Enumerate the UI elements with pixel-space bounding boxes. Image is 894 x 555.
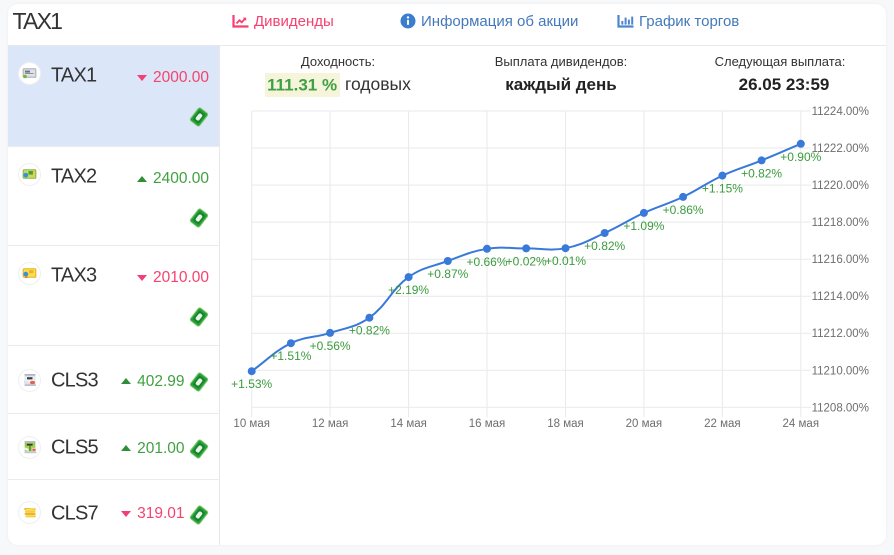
svg-text:11216.00%: 11216.00% — [812, 254, 869, 266]
svg-text:+1.15%: +1.15% — [702, 182, 743, 196]
svg-text:+0.02%: +0.02% — [506, 254, 547, 268]
svg-text:+0.66%: +0.66% — [466, 255, 507, 269]
svg-text:+0.82%: +0.82% — [349, 324, 390, 338]
svg-text:+1.53%: +1.53% — [231, 377, 272, 391]
svg-text:11214.00%: 11214.00% — [812, 291, 869, 303]
svg-text:22 мая: 22 мая — [704, 418, 741, 430]
svg-text:10 мая: 10 мая — [233, 418, 270, 430]
svg-text:24 мая: 24 мая — [783, 418, 820, 430]
svg-text:+1.51%: +1.51% — [270, 349, 311, 363]
svg-text:11212.00%: 11212.00% — [812, 328, 869, 340]
svg-text:+1.09%: +1.09% — [623, 219, 664, 233]
svg-text:20 мая: 20 мая — [626, 418, 663, 430]
svg-text:11222.00%: 11222.00% — [812, 143, 869, 155]
svg-text:+2.19%: +2.19% — [388, 283, 429, 297]
svg-text:11218.00%: 11218.00% — [812, 217, 869, 229]
svg-text:+0.82%: +0.82% — [741, 166, 782, 180]
svg-text:+0.87%: +0.87% — [427, 267, 468, 281]
svg-text:11224.00%: 11224.00% — [812, 106, 869, 118]
svg-text:+0.56%: +0.56% — [310, 339, 351, 353]
svg-text:16 мая: 16 мая — [469, 418, 506, 430]
svg-text:+0.01%: +0.01% — [545, 254, 586, 268]
svg-text:11210.00%: 11210.00% — [812, 365, 869, 377]
svg-text:+0.90%: +0.90% — [780, 150, 821, 164]
svg-text:18 мая: 18 мая — [547, 418, 584, 430]
svg-text:11220.00%: 11220.00% — [812, 180, 869, 192]
svg-text:12 мая: 12 мая — [312, 418, 349, 430]
svg-text:+0.86%: +0.86% — [663, 203, 704, 217]
svg-text:+0.82%: +0.82% — [584, 239, 625, 253]
svg-text:14 мая: 14 мая — [390, 418, 427, 430]
svg-text:11208.00%: 11208.00% — [812, 402, 869, 414]
